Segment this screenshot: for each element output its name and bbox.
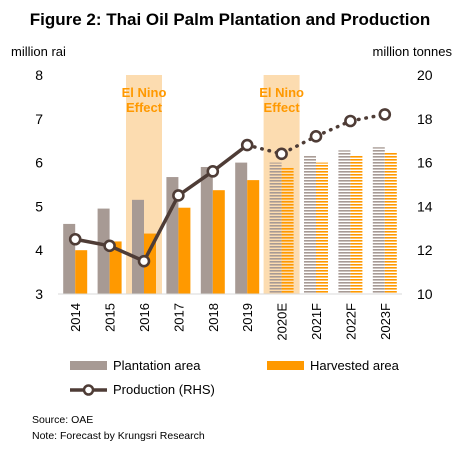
x-tick-2022F: 2022F bbox=[343, 303, 358, 340]
right-tick-20: 20 bbox=[417, 67, 433, 83]
plantation-bar-2016 bbox=[132, 199, 144, 294]
x-tick-2014: 2014 bbox=[68, 303, 83, 332]
plantation-bar-2019 bbox=[235, 162, 248, 294]
right-axis-ticks: 10 12 14 16 18 20 bbox=[417, 67, 433, 302]
legend-label-plantation: Plantation area bbox=[113, 358, 201, 373]
production-point-2022F bbox=[344, 114, 357, 128]
right-tick-18: 18 bbox=[417, 111, 433, 127]
plantation-bar-2020E bbox=[269, 162, 282, 294]
x-tick-2018: 2018 bbox=[206, 303, 221, 332]
source-note: Source: OAE bbox=[32, 414, 93, 426]
harvested-bar-2017 bbox=[178, 207, 191, 294]
left-tick-6: 6 bbox=[35, 155, 43, 171]
production-point-2019 bbox=[240, 138, 254, 152]
plantation-bar-2017 bbox=[166, 177, 179, 294]
bar-series bbox=[63, 147, 397, 294]
production-point-2023F bbox=[378, 108, 392, 121]
plantation-bar-2023F bbox=[372, 147, 385, 294]
plantation-bar-2022F bbox=[338, 150, 351, 294]
el-nino-label-line1-2: El Nino bbox=[259, 85, 304, 100]
harvested-bar-2016 bbox=[144, 233, 156, 294]
x-tick-2020E: 2020E bbox=[275, 303, 290, 341]
left-tick-8: 8 bbox=[35, 67, 43, 83]
right-tick-16: 16 bbox=[417, 155, 433, 171]
legend: Plantation area Harvested area Productio… bbox=[70, 358, 400, 397]
production-point-2017 bbox=[172, 189, 185, 202]
harvested-bar-2014 bbox=[75, 250, 88, 294]
production-line bbox=[68, 108, 392, 268]
right-tick-14: 14 bbox=[417, 198, 433, 214]
left-tick-7: 7 bbox=[35, 111, 43, 127]
legend-label-harvested: Harvested area bbox=[310, 358, 400, 373]
x-tick-2015: 2015 bbox=[103, 303, 118, 332]
left-tick-4: 4 bbox=[35, 242, 43, 258]
right-tick-10: 10 bbox=[417, 286, 433, 302]
x-tick-2016: 2016 bbox=[137, 303, 152, 332]
harvested-bar-2015 bbox=[109, 241, 122, 294]
left-tick-5: 5 bbox=[35, 198, 43, 214]
right-axis-label: million tonnes bbox=[373, 44, 453, 59]
right-tick-12: 12 bbox=[417, 242, 433, 258]
plantation-bar-2021F bbox=[304, 156, 316, 294]
x-tick-2021F: 2021F bbox=[309, 303, 324, 340]
harvested-bar-2020E bbox=[281, 166, 294, 294]
harvested-bar-2022F bbox=[350, 155, 363, 294]
harvested-bar-2023F bbox=[384, 152, 397, 294]
el-nino-label-line2-1: Effect bbox=[126, 100, 163, 115]
el-nino-label-line1-1: El Nino bbox=[122, 85, 167, 100]
legend-label-production: Production (RHS) bbox=[113, 382, 215, 397]
harvested-bar-2018 bbox=[212, 190, 225, 294]
production-point-2014 bbox=[68, 232, 82, 246]
left-tick-3: 3 bbox=[35, 286, 43, 302]
left-axis-label: million rai bbox=[11, 44, 66, 59]
production-point-2021F bbox=[309, 130, 323, 143]
x-tick-2017: 2017 bbox=[171, 303, 186, 332]
forecast-note: Note: Forecast by Krungsri Research bbox=[32, 430, 205, 442]
production-point-2018 bbox=[206, 165, 220, 178]
x-axis-ticks: 2014 2015 2016 2017 2018 2019 2020E 2021F 2022F 2… bbox=[68, 303, 393, 341]
left-axis-ticks: 3 4 5 6 7 8 bbox=[35, 67, 43, 302]
x-tick-2023F: 2023F bbox=[378, 303, 393, 340]
plantation-bar-2014 bbox=[63, 223, 76, 294]
chart-title: Figure 2: Thai Oil Palm Plantation and P… bbox=[30, 10, 430, 29]
legend-swatch-harvested bbox=[267, 361, 304, 370]
production-point-2015 bbox=[103, 239, 116, 253]
harvested-bar-2019 bbox=[247, 180, 260, 294]
production-point-2020E bbox=[275, 147, 288, 161]
legend-swatch-plantation bbox=[70, 361, 107, 370]
x-tick-2019: 2019 bbox=[240, 303, 255, 332]
plantation-bar-2015 bbox=[97, 208, 110, 294]
plantation-bar-2018 bbox=[200, 166, 213, 294]
el-nino-label-line2-2: Effect bbox=[264, 100, 301, 115]
legend-swatch-production-marker bbox=[82, 384, 95, 396]
harvested-bar-2021F bbox=[316, 162, 328, 294]
production-point-2016 bbox=[137, 254, 151, 268]
